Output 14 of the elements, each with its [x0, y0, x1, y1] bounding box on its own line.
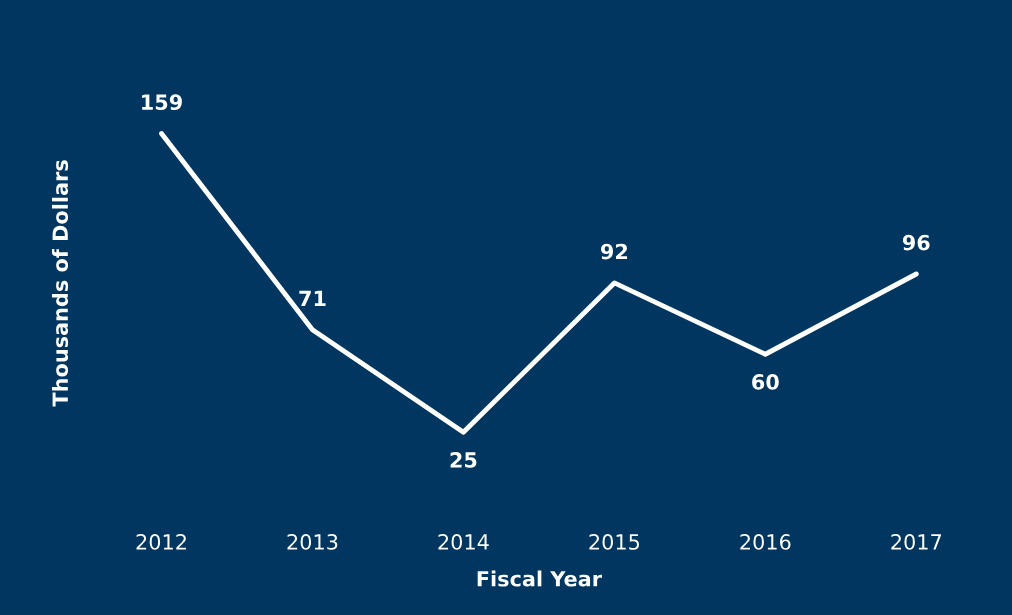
data-label: 71 [299, 290, 326, 306]
x-tick-label: 2015 [589, 534, 640, 550]
x-axis-title: Fiscal Year [477, 570, 602, 587]
data-label: 25 [450, 452, 477, 468]
data-label: 60 [752, 374, 779, 390]
x-tick-label: 2013 [287, 534, 338, 550]
data-label: 159 [142, 94, 182, 111]
data-label: 96 [902, 234, 930, 251]
x-tick-label: 2012 [136, 534, 186, 550]
x-tick-label: 2014 [438, 534, 489, 550]
x-tick-label: 2017 [891, 534, 942, 550]
data-label: 92 [600, 243, 628, 260]
y-axis-title: Thousands of Dollars [51, 160, 69, 407]
x-tick-label: 2016 [740, 534, 791, 550]
